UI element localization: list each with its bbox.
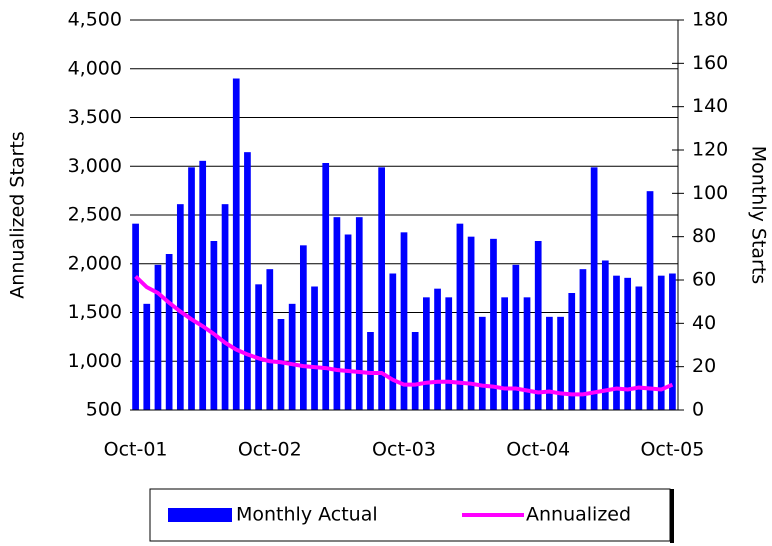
bar bbox=[165, 254, 173, 410]
bar bbox=[132, 223, 139, 410]
bar bbox=[601, 260, 609, 410]
y2-tick-label: 160 bbox=[692, 52, 728, 74]
bar bbox=[188, 167, 195, 410]
bar bbox=[311, 286, 318, 410]
y-tick-label: 4,500 bbox=[68, 9, 122, 31]
legend-label: Monthly Actual bbox=[236, 504, 378, 526]
bar bbox=[490, 238, 497, 410]
bar bbox=[400, 232, 408, 410]
bar bbox=[355, 217, 363, 410]
y-tick-label: 3,500 bbox=[68, 106, 122, 128]
bar bbox=[434, 288, 441, 410]
bar bbox=[210, 241, 218, 410]
bar bbox=[176, 204, 184, 410]
x-tick-label: Oct-02 bbox=[238, 439, 302, 461]
y2-tick-label: 100 bbox=[692, 182, 728, 204]
bar bbox=[445, 297, 453, 410]
y2-tick-label: 80 bbox=[692, 225, 716, 247]
bar bbox=[523, 297, 531, 410]
bar bbox=[467, 236, 475, 410]
bar bbox=[154, 264, 162, 410]
y-tick-label: 3,000 bbox=[68, 155, 122, 177]
y2-tick-label: 140 bbox=[692, 95, 728, 117]
bar bbox=[613, 275, 620, 410]
bar bbox=[344, 234, 352, 410]
bar bbox=[244, 152, 251, 410]
bar bbox=[322, 163, 330, 410]
bar bbox=[501, 297, 509, 410]
y-tick-label: 1,500 bbox=[68, 301, 122, 323]
bar bbox=[266, 269, 274, 410]
bar bbox=[657, 275, 665, 410]
y2-axis-label: Monthly Starts bbox=[748, 146, 770, 284]
x-tick-label: Oct-01 bbox=[104, 439, 168, 461]
legend-label: Annualized bbox=[526, 504, 631, 526]
y-axis-label: Annualized Starts bbox=[7, 131, 29, 298]
bar bbox=[333, 217, 341, 410]
bar bbox=[512, 264, 520, 410]
bar bbox=[232, 78, 240, 410]
y-tick-label: 4,000 bbox=[68, 57, 122, 79]
bar bbox=[378, 167, 385, 410]
y-tick-label: 2,000 bbox=[68, 252, 122, 274]
bar bbox=[199, 160, 207, 410]
bar bbox=[579, 269, 587, 410]
bar bbox=[478, 316, 486, 410]
x-tick-label: Oct-05 bbox=[640, 439, 704, 461]
bar bbox=[411, 332, 419, 410]
bar bbox=[143, 303, 151, 410]
legend-box bbox=[149, 488, 671, 542]
bar bbox=[255, 284, 262, 410]
bar bbox=[669, 273, 676, 410]
y-tick-label: 500 bbox=[86, 399, 122, 421]
bar bbox=[534, 241, 542, 410]
bar bbox=[624, 277, 632, 410]
bar bbox=[389, 273, 397, 410]
line bbox=[134, 274, 674, 397]
legend-swatch bbox=[168, 508, 232, 522]
y2-tick-label: 40 bbox=[692, 312, 716, 334]
y-tick-label: 1,000 bbox=[68, 350, 122, 372]
y2-tick-label: 20 bbox=[692, 355, 716, 377]
y2-tick-label: 0 bbox=[692, 399, 704, 421]
bar bbox=[277, 319, 285, 410]
bar bbox=[423, 297, 430, 410]
bar bbox=[590, 167, 598, 410]
bar bbox=[635, 286, 643, 410]
x-tick-label: Oct-04 bbox=[506, 439, 570, 461]
x-tick-label: Oct-03 bbox=[372, 439, 436, 461]
bar bbox=[299, 245, 307, 410]
y2-tick-label: 180 bbox=[692, 9, 728, 31]
bar bbox=[456, 223, 464, 410]
y2-tick-label: 60 bbox=[692, 269, 716, 291]
bar bbox=[546, 316, 553, 410]
y2-tick-label: 120 bbox=[692, 139, 728, 161]
bar bbox=[568, 293, 576, 410]
bar bbox=[646, 191, 654, 410]
bar bbox=[221, 204, 229, 410]
bar bbox=[557, 316, 564, 410]
y-tick-label: 2,500 bbox=[68, 204, 122, 226]
bar bbox=[288, 303, 296, 410]
